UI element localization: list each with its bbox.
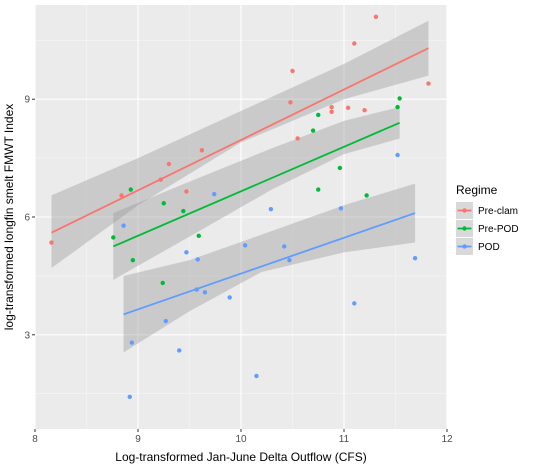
ci-ribbon-pre-clam [51,20,429,269]
x-tick-label: 9 [135,434,141,445]
data-point-pre-clam [426,81,431,86]
data-point-pre-clam [166,161,172,167]
data-point-pod [338,206,344,211]
data-point-pre-clam [362,108,367,113]
data-point-pre-pod [130,257,136,263]
data-point-pod [242,243,248,248]
data-point-pod [177,348,182,353]
data-point-pod [395,152,400,158]
data-point-pod [202,290,208,295]
data-point-pre-clam [49,240,54,245]
data-point-pod [212,192,217,197]
data-point-pre-clam [158,177,163,182]
x-axis-title: Log-transformed Jan-June Delta Outflow (… [115,450,366,464]
data-point-pod [127,394,132,400]
y-tick-label: 9 [24,95,30,106]
major-grid [34,5,448,429]
confidence-ribbons [51,20,429,353]
data-point-pre-clam [345,105,351,111]
data-point-pod [121,223,126,228]
y-tick-label: 3 [24,330,30,341]
legend-label-pre-clam: Pre-clam [478,206,518,217]
data-point-pre-pod [397,96,402,101]
data-point-pre-pod [395,104,400,110]
data-point-pod [195,257,200,262]
legend: Regime Pre-clam Pre-POD POD [456,183,519,255]
data-point-pre-pod [196,233,201,239]
legend-label-pod: POD [478,242,500,253]
data-point-pod [352,301,357,306]
data-point-pod [194,287,199,292]
ci-ribbon-pre-pod [113,107,400,280]
data-point-pre-clam [119,193,124,198]
data-point-pre-pod [111,235,116,240]
legend-key-point [462,208,467,213]
fit-line-pre-clam [51,47,429,234]
data-point-pre-clam [199,148,205,153]
data-point-pre-pod [337,165,343,171]
data-point-pre-clam [352,41,357,46]
x-tick-label: 8 [32,434,38,445]
data-point-pre-pod [128,187,133,192]
data-point-pre-clam [295,136,300,141]
data-point-pod [163,318,169,324]
y-axis-ticks: 3 6 9 [24,95,35,341]
x-tick-label: 10 [235,434,247,445]
legend-label-pre-pod: Pre-POD [478,224,519,235]
data-point-pre-pod [160,280,165,286]
data-point-pre-clam [329,104,334,110]
data-point-pod [227,295,232,300]
data-point-pre-clam [184,189,189,194]
data-point-pre-pod [364,193,369,198]
data-point-pre-clam [373,14,379,19]
x-tick-label: 11 [339,434,350,445]
data-point-pod [184,250,189,255]
data-point-pod [268,206,274,212]
y-tick-label: 6 [24,213,30,224]
data-point-pre-pod [310,128,316,133]
x-axis-ticks: 8 9 10 11 12 [32,429,453,445]
data-point-pod [254,373,259,379]
legend-key-point [462,244,467,249]
legend-key-point [462,226,467,231]
y-axis-title: log-transformed longfin smelt FMWT Index [2,104,16,331]
data-point-pre-clam [290,68,295,74]
data-point-pre-pod [181,208,186,214]
fit-lines [51,47,429,316]
ci-ribbon-pod [123,183,416,353]
legend-title: Regime [456,183,498,197]
data-point-pre-pod [316,112,321,118]
data-point-pod [129,340,135,345]
x-tick-label: 12 [441,434,453,445]
data-point-pre-pod [161,201,166,206]
data-point-pre-clam [329,109,334,114]
data-point-pre-pod [316,187,321,192]
data-point-pre-clam [288,100,293,105]
data-point-pod [287,257,292,263]
data-points [49,14,431,400]
data-point-pod [412,256,418,261]
fit-line-pod [123,212,416,316]
data-point-pod [282,244,287,249]
fit-line-pre-pod [112,121,400,248]
